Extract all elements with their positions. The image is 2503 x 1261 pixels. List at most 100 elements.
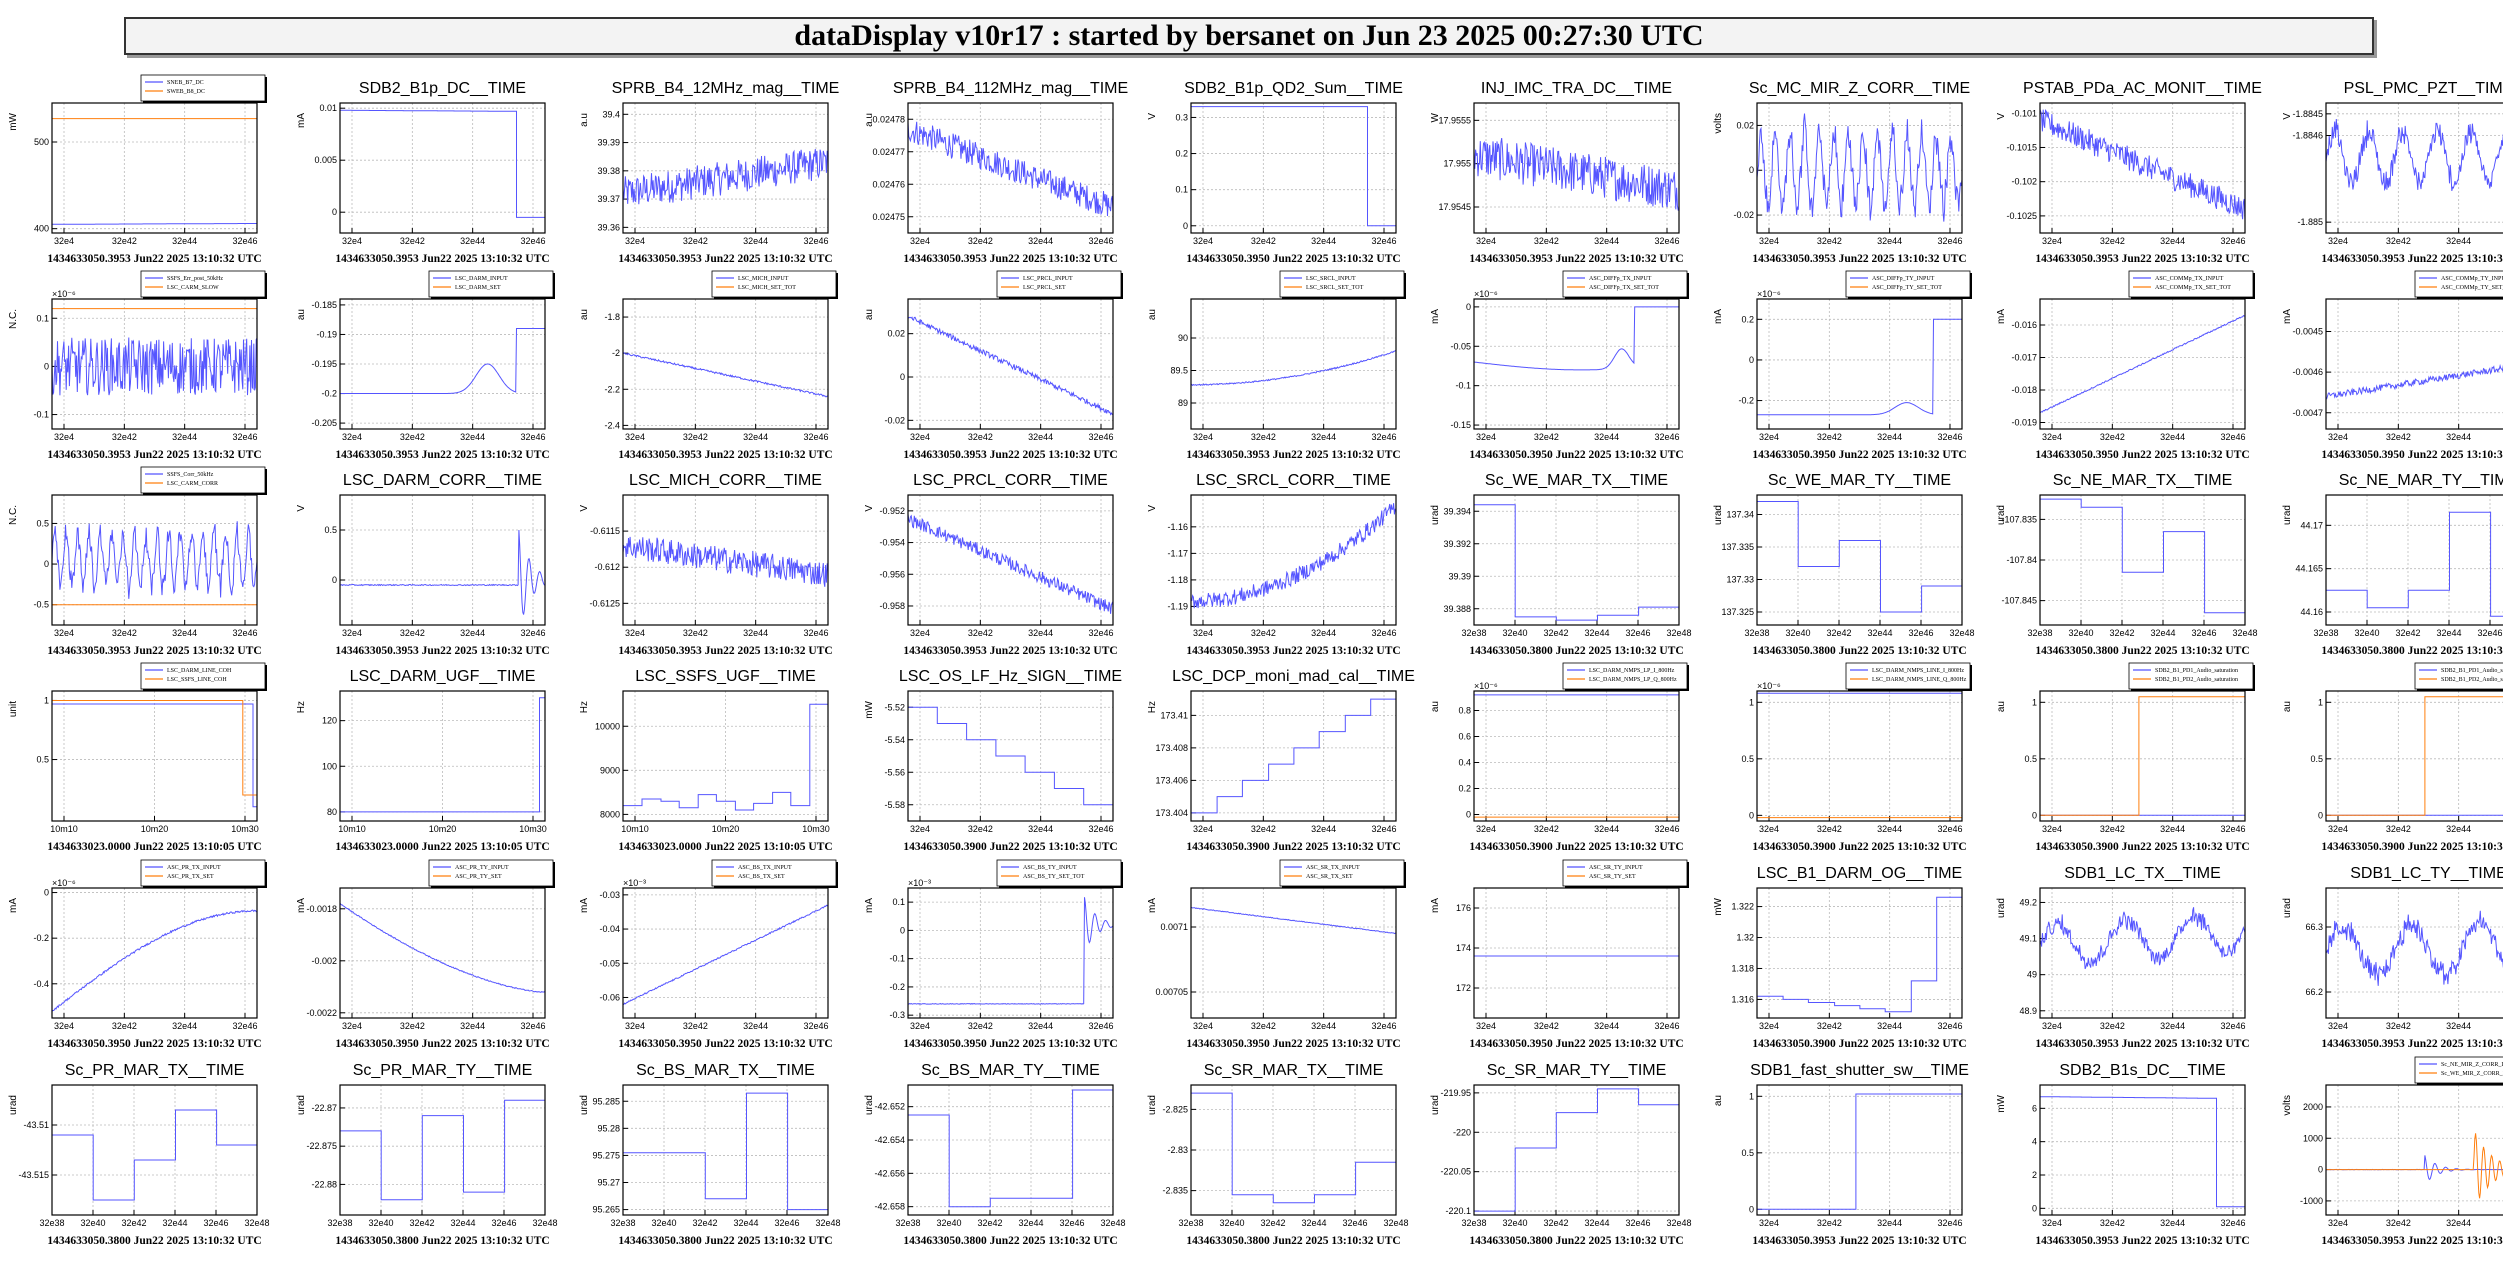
legend-entry: ASC_SR_TY_INPUT	[1589, 865, 1643, 871]
x-tick-label: 32e4	[2328, 1021, 2348, 1031]
y-tick-label: 0	[1749, 1204, 1754, 1214]
series-line	[52, 223, 257, 225]
x-tick-label: 32e46	[1625, 1218, 1650, 1228]
x-tick-label: 32e44	[460, 1021, 485, 1031]
legend-entry: LSC_DARM_NMPS_LINE_Q_800Hz	[1872, 677, 1967, 683]
x-tick-label: 32e4	[342, 432, 362, 442]
x-tick-label: 10m20	[712, 824, 740, 834]
x-tick-label: 32e40	[2068, 628, 2093, 638]
plot-timestamp: 1434633050.3953 Jun22 2025 13:10:32 UTC	[47, 449, 261, 461]
x-tick-label: 32e42	[112, 236, 137, 246]
y-tick-label: 0.5	[2024, 754, 2037, 764]
x-tick-label: 32e4	[1193, 432, 1213, 442]
plot-frame	[2325, 102, 2503, 234]
x-tick-label: 32e42	[2100, 432, 2125, 442]
y-axis-label: mA	[864, 898, 875, 913]
series-line	[51, 337, 258, 396]
series-line	[2326, 696, 2503, 816]
y-tick-label: 17.9545	[1438, 202, 1471, 212]
y-tick-label: -1.18	[1167, 575, 1188, 585]
plot-timestamp: 1434633050.3800 Jun22 2025 13:10:32 UTC	[2321, 645, 2503, 657]
plot-timestamp: 1434633050.3950 Jun22 2025 13:10:32 UTC	[2035, 449, 2249, 461]
legend-box	[140, 859, 266, 887]
plot-panel: LSC_SRCL_CORR__TIME V -1.19 -1.18 -1.17 -1.16…	[1147, 472, 1401, 657]
plot-timestamp: 1434633023.0000 Jun22 2025 13:10:05 UTC	[335, 841, 549, 853]
plot-timestamp: 1434633050.3800 Jun22 2025 13:10:32 UTC	[618, 1235, 832, 1247]
x-tick-label: 32e44	[2160, 824, 2185, 834]
y-tick-label: -0.02	[884, 415, 905, 425]
x-tick-label: 32e44	[743, 432, 768, 442]
series-line	[2039, 314, 2246, 414]
series-line	[2325, 363, 2503, 400]
y-tick-label: -0.04	[599, 924, 620, 934]
x-tick-label: 32e4	[2328, 1218, 2348, 1228]
legend-entry: LSC_DARM_NMPS_LINE_I_800Hz	[1872, 668, 1964, 674]
series-line	[2040, 1096, 2245, 1208]
series-line	[907, 897, 1114, 1005]
x-tick-label: 32e42	[2395, 628, 2420, 638]
plot-panel: LSC_DCP_moni_mad_cal__TIME Hz 173.404 173.4…	[1147, 668, 1415, 853]
y-tick-label: 2000	[2303, 1102, 2323, 1112]
plot-title: LSC_DARM_UGF__TIME	[350, 668, 536, 685]
y-tick-label: 0.01	[319, 103, 337, 113]
legend-entry: Sc_NE_MIR_Z_CORR_LN	[2441, 1062, 2503, 1068]
legend-entry: LSC_MICH_INPUT	[738, 276, 789, 282]
y-tick-label: 0	[1466, 302, 1471, 312]
x-tick-label: 32e44	[1028, 1021, 1053, 1031]
series-line	[623, 703, 828, 811]
x-tick-label: 32e40	[1219, 1218, 1244, 1228]
plot-title: SDB2_B1p_DC__TIME	[359, 80, 526, 97]
y-axis-label: urad	[2282, 505, 2293, 525]
plot-panel: PSTAB_PDa_AC_MONIT__TIME V -0.1025 -0.102 -0…	[1996, 80, 2262, 265]
y-axis-label: urad	[2282, 898, 2293, 918]
legend-entry: ASC_BS_TX_INPUT	[738, 865, 792, 871]
y-tick-label: -0.06	[599, 992, 620, 1002]
x-tick-label: 32e44	[733, 1218, 758, 1228]
y-tick-label: 44.17	[2300, 520, 2323, 530]
y-tick-label: 1	[2032, 697, 2037, 707]
y-tick-label: 1	[2318, 697, 2323, 707]
series-line	[2040, 696, 2245, 816]
x-tick-label: 32e44	[743, 628, 768, 638]
legend-entry: LSC_PRCL_SET	[1023, 285, 1066, 291]
y-tick-label: 137.325	[1721, 607, 1754, 617]
y-tick-label: 95.28	[597, 1123, 620, 1133]
x-tick-label: 10m30	[231, 824, 259, 834]
x-tick-label: 32e46	[1088, 1021, 1113, 1031]
x-tick-label: 32e42	[1817, 432, 1842, 442]
y-tick-label: -0.0045	[2292, 327, 2323, 337]
plot-timestamp: 1434633050.3953 Jun22 2025 13:10:32 UTC	[903, 449, 1117, 461]
legend-box	[1845, 662, 1971, 690]
plot-frame	[907, 102, 1114, 234]
y-tick-label: -0.3	[889, 1010, 905, 1020]
y-tick-label: 95.265	[592, 1205, 620, 1215]
y-tick-label: 173.408	[1155, 743, 1188, 753]
x-tick-label: 32e44	[1594, 824, 1619, 834]
y-tick-label: 1.322	[1731, 902, 1754, 912]
x-tick-label: 32e44	[1584, 628, 1609, 638]
y-tick-label: 0.5	[324, 525, 337, 535]
y-tick-label: 48.9	[2019, 1006, 2037, 1016]
x-tick-label: 32e42	[977, 1218, 1002, 1228]
y-axis-label: mW	[1996, 1094, 2007, 1112]
y-axis-label: mA	[1713, 309, 1724, 324]
plot-timestamp: 1434633050.3953 Jun22 2025 13:10:32 UTC	[1752, 1235, 1966, 1247]
y-tick-label: -0.101	[2011, 108, 2037, 118]
plot-timestamp: 1434633050.3950 Jun22 2025 13:10:32 UTC	[335, 1038, 549, 1050]
x-tick-label: 32e46	[1625, 628, 1650, 638]
x-tick-label: 32e4	[1759, 1021, 1779, 1031]
x-tick-label: 32e4	[1476, 1021, 1496, 1031]
y-tick-label: 44.165	[2295, 564, 2323, 574]
y-axis-label: V	[1996, 113, 2007, 120]
y-axis-label: N.C.	[8, 505, 19, 525]
legend-entry: LSC_SRCL_INPUT	[1306, 276, 1356, 282]
plot-timestamp: 1434633050.3950 Jun22 2025 13:10:32 UTC	[2321, 449, 2503, 461]
legend-box	[1562, 662, 1688, 690]
plot-panel: au 89 89.5 90 32e4 32e42 32e44 32e46 LSC_SRCL_IN…	[1147, 270, 1406, 461]
x-tick-label: 32e40	[1502, 1218, 1527, 1228]
y-tick-label: -0.1	[33, 410, 49, 420]
legend-entry: LSC_DARM_INPUT	[455, 276, 508, 282]
plot-timestamp: 1434633050.3950 Jun22 2025 13:10:32 UTC	[1752, 449, 1966, 461]
x-tick-label: 32e42	[400, 1021, 425, 1031]
plot-panel: LSC_OS_LF_Hz_SIGN__TIME mW -5.58 -5.56 -5.54…	[864, 668, 1122, 853]
